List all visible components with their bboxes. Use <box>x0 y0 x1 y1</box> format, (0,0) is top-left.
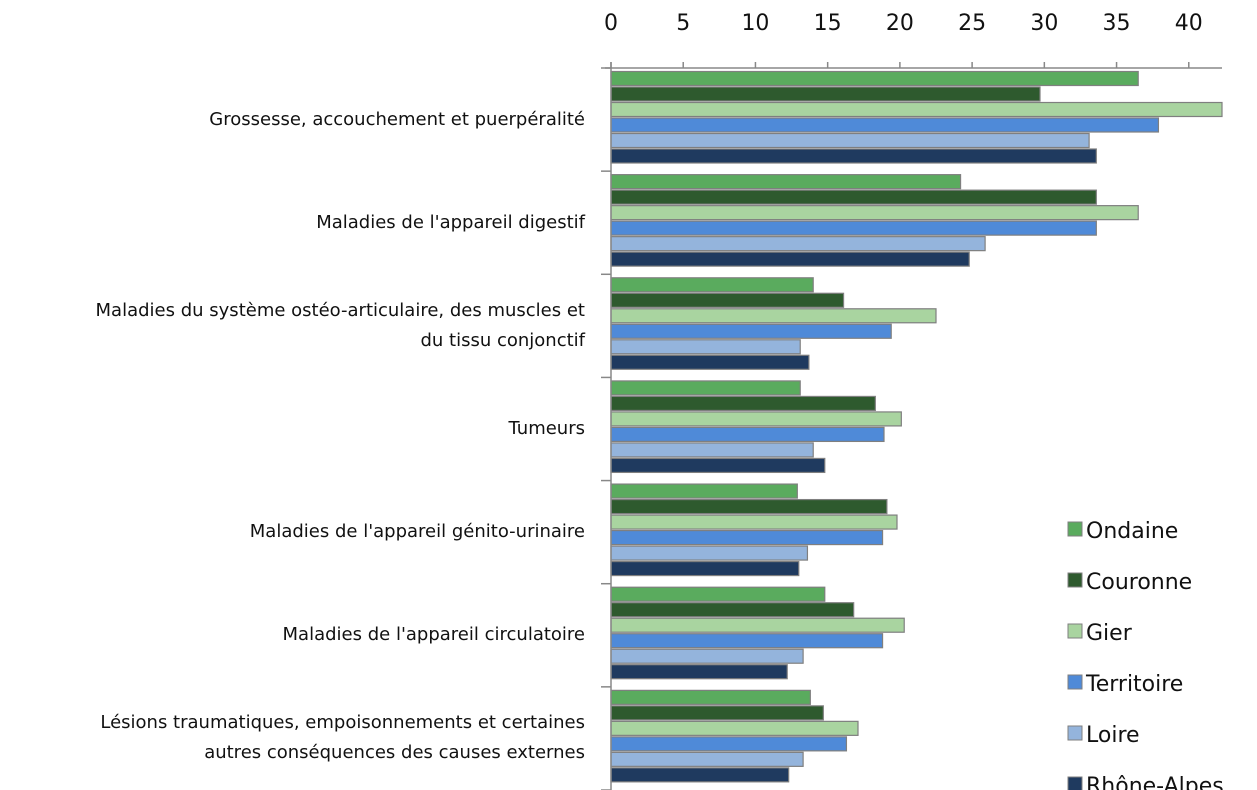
bar <box>610 736 848 752</box>
bar <box>610 514 898 530</box>
legend-label: Loire <box>1086 723 1140 748</box>
bar <box>610 664 788 680</box>
x-tick-label: 20 <box>886 11 914 36</box>
y-tick-label: Tumeurs <box>508 418 585 439</box>
bar <box>610 292 845 308</box>
bar <box>610 705 824 721</box>
bar <box>610 86 1041 102</box>
bar <box>610 70 1139 87</box>
bar <box>610 560 800 577</box>
y-tick-label: Maladies du système ostéo-articulaire, d… <box>95 299 585 351</box>
y-tick-label: Maladies de l'appareil digestif <box>316 211 585 233</box>
bar <box>610 189 1097 205</box>
bar <box>610 205 1139 221</box>
x-tick-label: 5 <box>676 11 690 36</box>
bar <box>610 354 810 370</box>
y-tick-label: Maladies de l'appareil génito-urinaire <box>249 521 585 543</box>
bar <box>610 148 1097 164</box>
bar <box>610 308 937 324</box>
y-tick-label: Maladies de l'appareil circulatoire <box>282 624 585 646</box>
x-tick-label: 25 <box>958 11 986 36</box>
legend-label: Ondaine <box>1086 519 1178 544</box>
bar <box>610 529 884 546</box>
x-tick-label: 0 <box>604 11 618 36</box>
bar <box>610 380 801 396</box>
bar <box>610 236 986 252</box>
legend-label: Territoire <box>1085 672 1183 697</box>
bar <box>610 498 888 515</box>
bar <box>610 395 876 412</box>
legend-swatch <box>1067 623 1083 639</box>
bar <box>610 220 1097 236</box>
bar <box>610 483 798 499</box>
legend-swatch <box>1067 674 1083 690</box>
x-tick-label: 40 <box>1175 11 1203 36</box>
legend-swatch <box>1067 521 1083 537</box>
bar <box>610 426 885 443</box>
legend-swatch <box>1067 776 1083 790</box>
x-tick-label: 15 <box>814 11 842 36</box>
bar <box>610 648 804 664</box>
bar <box>610 633 884 649</box>
x-tick-label: 30 <box>1030 11 1058 36</box>
bar <box>610 117 1160 133</box>
bar <box>610 251 970 267</box>
bar <box>610 689 811 705</box>
y-tick-label: Grossesse, accouchement et puerpéralité <box>209 108 585 130</box>
bar <box>610 720 859 736</box>
legend-label: Rhône-Alpes <box>1086 774 1224 790</box>
bar <box>610 132 1090 149</box>
bar <box>610 767 790 783</box>
bar <box>610 617 905 633</box>
bar <box>610 442 814 458</box>
legend-label: Couronne <box>1086 570 1192 595</box>
legend-swatch <box>1067 725 1083 741</box>
bar <box>610 586 826 602</box>
bar <box>610 339 801 355</box>
legend-swatch <box>1067 572 1083 588</box>
bar <box>610 323 892 339</box>
bar <box>610 751 804 767</box>
y-tick-label: Lésions traumatiques, empoisonnements et… <box>100 712 585 764</box>
x-tick-label: 35 <box>1103 11 1131 36</box>
bar <box>610 101 1223 118</box>
bar <box>610 411 902 427</box>
bar <box>610 457 826 474</box>
legend-label: Gier <box>1086 621 1133 646</box>
x-tick-label: 10 <box>741 11 769 36</box>
bar <box>610 545 809 561</box>
bar <box>610 174 962 190</box>
bar <box>610 602 855 618</box>
bar <box>610 277 814 293</box>
